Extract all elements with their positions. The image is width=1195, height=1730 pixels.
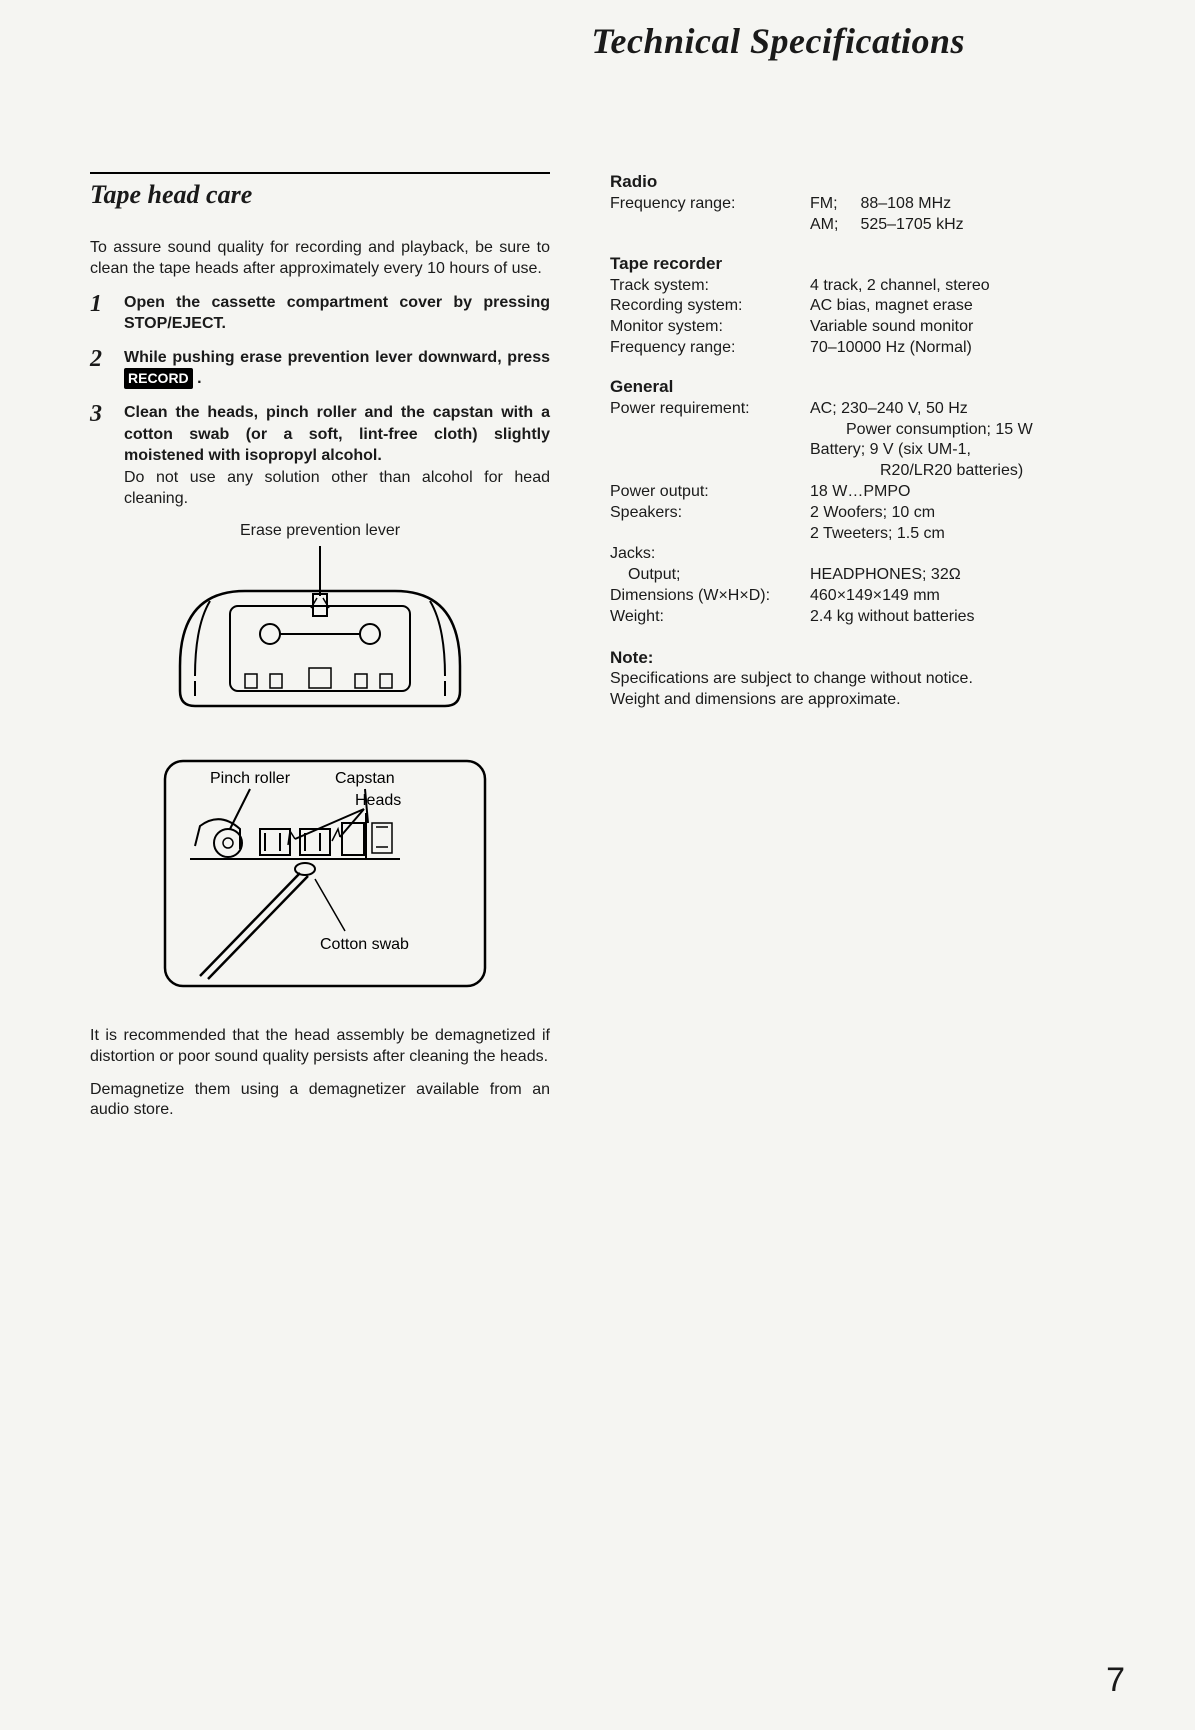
weight-row: Weight: 2.4 kg without batteries: [610, 607, 1125, 628]
radio-am-val: 525–1705 kHz: [860, 216, 963, 233]
radio-fm-val: 88–108 MHz: [860, 195, 951, 212]
power-req-l4: R20/LR20 batteries): [810, 461, 1023, 482]
tape-val-0: 4 track, 2 channel, stereo: [810, 276, 1125, 297]
dim-label: Dimensions (W×H×D):: [610, 586, 810, 607]
fig2-swab-label: Cotton swab: [320, 936, 409, 953]
output-row: Output; HEADPHONES; 32Ω: [610, 565, 1125, 586]
step-1: Open the cassette compartment cover by p…: [90, 292, 550, 335]
speakers-l1: 2 Woofers; 10 cm: [810, 504, 935, 521]
tape-deck-icon: [155, 546, 485, 726]
page-number: 7: [1106, 1661, 1125, 1700]
step-1-text: Open the cassette compartment cover by p…: [124, 292, 550, 335]
power-req-row: Power requirement: AC; 230–240 V, 50 Hz …: [610, 399, 1125, 482]
step-2-after: .: [193, 370, 202, 387]
step-2: While pushing erase prevention lever dow…: [90, 347, 550, 390]
output-val: HEADPHONES; 32Ω: [810, 565, 1125, 586]
note-heading: Note:: [610, 648, 1125, 668]
speakers-l2: 2 Tweeters; 1.5 cm: [810, 525, 945, 542]
step-2-text: While pushing erase prevention lever dow…: [124, 347, 550, 390]
dim-row: Dimensions (W×H×D): 460×149×149 mm: [610, 586, 1125, 607]
section-rule: [90, 172, 550, 174]
figure-heads: Pinch roller Capstan Heads: [90, 751, 550, 1006]
power-req-l1: AC; 230–240 V, 50 Hz: [810, 400, 968, 417]
tape-label-1: Recording system:: [610, 296, 810, 317]
record-button-label: RECORD: [124, 368, 193, 389]
step-3-sub: Do not use any solution other than alcoh…: [124, 467, 550, 510]
dim-val: 460×149×149 mm: [810, 586, 1125, 607]
demag-text-2: Demagnetize them using a demagnetizer av…: [90, 1080, 550, 1122]
speakers-label: Speakers:: [610, 503, 810, 524]
fig1-caption: Erase prevention lever: [90, 522, 550, 540]
note-line-2: Weight and dimensions are approximate.: [610, 689, 1125, 711]
output-label: Output;: [610, 565, 810, 586]
tape-label-2: Monitor system:: [610, 317, 810, 338]
tape-row-2: Monitor system: Variable sound monitor: [610, 317, 1125, 338]
fig2-pinch-label: Pinch roller: [210, 770, 291, 787]
tape-head-care-heading: Tape head care: [90, 180, 550, 210]
power-req-l2: Power consumption; 15 W: [810, 420, 1033, 441]
fig2-capstan-label: Capstan: [335, 770, 395, 787]
left-column: Tape head care To assure sound quality f…: [90, 172, 550, 1133]
power-out-row: Power output: 18 W…PMPO: [610, 482, 1125, 503]
speakers-row: Speakers: 2 Woofers; 10 cm 2 Tweeters; 1…: [610, 503, 1125, 545]
jacks-row: Jacks:: [610, 544, 1125, 565]
weight-label: Weight:: [610, 607, 810, 628]
general-heading: General: [610, 377, 1125, 397]
page-title: Technical Specifications: [90, 20, 965, 62]
radio-freq-row: Frequency range: FM; 88–108 MHz AM; 525–…: [610, 194, 1125, 236]
power-req-l3: Battery; 9 V (six UM-1,: [810, 441, 971, 458]
tape-val-1: AC bias, magnet erase: [810, 296, 1125, 317]
tape-row-3: Frequency range: 70–10000 Hz (Normal): [610, 338, 1125, 359]
step-3-main: Clean the heads, pinch roller and the ca…: [124, 402, 550, 467]
fig2-heads-label: Heads: [355, 792, 401, 809]
tape-label-0: Track system:: [610, 276, 810, 297]
power-req-label: Power requirement:: [610, 399, 810, 420]
steps-list: Open the cassette compartment cover by p…: [90, 292, 550, 510]
power-out-label: Power output:: [610, 482, 810, 503]
head-cleaning-icon: Pinch roller Capstan Heads: [140, 751, 500, 1001]
radio-heading: Radio: [610, 172, 1125, 192]
tape-val-2: Variable sound monitor: [810, 317, 1125, 338]
step-2-before: While pushing erase prevention lever dow…: [124, 349, 550, 366]
right-column: Radio Frequency range: FM; 88–108 MHz AM…: [610, 172, 1125, 1133]
tape-row-0: Track system: 4 track, 2 channel, stereo: [610, 276, 1125, 297]
tape-heading: Tape recorder: [610, 254, 1125, 274]
intro-text: To assure sound quality for recording an…: [90, 238, 550, 280]
figure-erase-lever: Erase prevention lever: [90, 522, 550, 731]
step-3: Clean the heads, pinch roller and the ca…: [90, 402, 550, 510]
radio-freq-label: Frequency range:: [610, 194, 810, 215]
note-line-1: Specifications are subject to change wit…: [610, 668, 1125, 690]
tape-val-3: 70–10000 Hz (Normal): [810, 338, 1125, 359]
tape-label-3: Frequency range:: [610, 338, 810, 359]
power-out-val: 18 W…PMPO: [810, 482, 1125, 503]
jacks-label: Jacks:: [610, 544, 810, 565]
radio-am-label: AM;: [810, 215, 856, 236]
radio-fm-label: FM;: [810, 194, 856, 215]
weight-val: 2.4 kg without batteries: [810, 607, 1125, 628]
demag-text-1: It is recommended that the head assembly…: [90, 1026, 550, 1068]
tape-row-1: Recording system: AC bias, magnet erase: [610, 296, 1125, 317]
